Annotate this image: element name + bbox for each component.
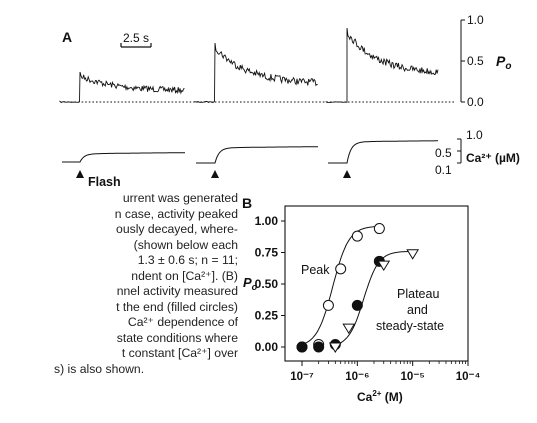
data-point-filled — [351, 299, 363, 311]
caption-line: (shown below each — [133, 237, 238, 252]
ca-axis-label: Ca²⁺ (µM) — [466, 151, 520, 165]
y-tick-label: 0.75 — [255, 246, 279, 260]
caption-line: ndent on [Ca²⁺]. (B) — [131, 268, 238, 283]
annotation-and: and — [407, 303, 428, 317]
caption-line: ously decayed, where- — [116, 222, 238, 236]
data-point-open — [351, 230, 363, 242]
y-axis: 0.00 0.25 0.50 0.75 1.00 — [255, 214, 285, 354]
caption-line: nnel activity measured — [116, 284, 238, 298]
x-tick-label: 10⁻⁶ — [345, 371, 369, 383]
calcium-trace-3 — [328, 140, 438, 164]
data-point-open — [373, 223, 385, 235]
x-axis-label: Ca2+ (M) — [357, 389, 403, 404]
caption-line: urrent was generated — [122, 191, 238, 205]
po-tick-1: 1.0 — [467, 13, 484, 27]
data-point-triangle — [377, 260, 391, 272]
caption-line: s) is also shown. — [54, 361, 145, 376]
data-point-triangle — [328, 342, 342, 353]
data-markers — [296, 223, 420, 353]
current-trace-2 — [194, 42, 318, 104]
data-point-open — [335, 263, 347, 275]
flash-arrow-3 — [343, 170, 351, 178]
x-tick-label: 10⁻⁷ — [290, 371, 314, 383]
ca-axis: 1.0 0.5 0.1 Ca²⁺ (µM) — [435, 128, 520, 177]
peak-fit-curve — [301, 225, 381, 345]
ca-tick-01: 0.1 — [435, 163, 452, 177]
y-tick-label: 0.50 — [255, 277, 279, 291]
flash-arrow-2 — [211, 170, 219, 178]
calcium-trace-2 — [196, 146, 318, 164]
y-tick-label: 1.00 — [255, 214, 279, 228]
caption-line: state conditions where — [116, 330, 238, 345]
scale-bar-label: 2.5 s — [123, 31, 149, 45]
flash-label: Flash — [88, 175, 121, 189]
data-point-open — [322, 299, 334, 311]
annotation-peak: Peak — [301, 263, 330, 277]
annotation-plateau: Plateau — [397, 287, 439, 301]
caption-line: t constant [Ca²⁺] over — [121, 346, 238, 360]
calcium-traces — [62, 140, 438, 164]
caption-line: 1.3 ± 0.6 s; n = 11; — [137, 253, 238, 267]
panel-b-label: B — [242, 195, 252, 211]
y-tick-label: 0.00 — [255, 340, 279, 354]
data-point-triangle — [406, 249, 420, 260]
flash-markers — [76, 170, 351, 178]
caption-line: Ca²⁺ dependence of — [127, 315, 238, 329]
po-axis-label: Po — [496, 53, 511, 72]
current-trace-1 — [59, 71, 185, 104]
x-tick-label: 10⁻⁴ — [456, 371, 481, 383]
calcium-trace-1 — [62, 152, 185, 163]
plateau-fit-curve — [332, 250, 413, 347]
figure-caption: urrent was generated n case, activity pea… — [52, 191, 238, 377]
po-tick-05: 0.5 — [467, 54, 484, 68]
x-tick-label: 10⁻⁵ — [401, 371, 425, 383]
po-axis: 1.0 0.5 0.0 Po — [460, 13, 511, 109]
caption-line: t the end (filled circles) — [116, 299, 238, 314]
current-trace-3 — [325, 27, 439, 104]
ca-tick-05: 0.5 — [435, 146, 452, 160]
ca-tick-1: 1.0 — [466, 128, 483, 142]
current-traces — [59, 27, 439, 104]
caption-line: n case, activity peaked — [114, 206, 238, 221]
data-point-triangle — [342, 323, 356, 335]
panel-a-label: A — [62, 29, 72, 45]
data-point-filled — [296, 341, 308, 353]
y-tick-label: 0.25 — [255, 309, 279, 323]
flash-arrow-1 — [76, 170, 84, 178]
annotation-steady-state: steady-state — [376, 319, 444, 333]
x-axis: 10⁻⁷ 10⁻⁶ 10⁻⁵ 10⁻⁴ — [290, 361, 481, 383]
po-tick-0: 0.0 — [467, 95, 484, 109]
data-point-filled — [313, 341, 325, 353]
